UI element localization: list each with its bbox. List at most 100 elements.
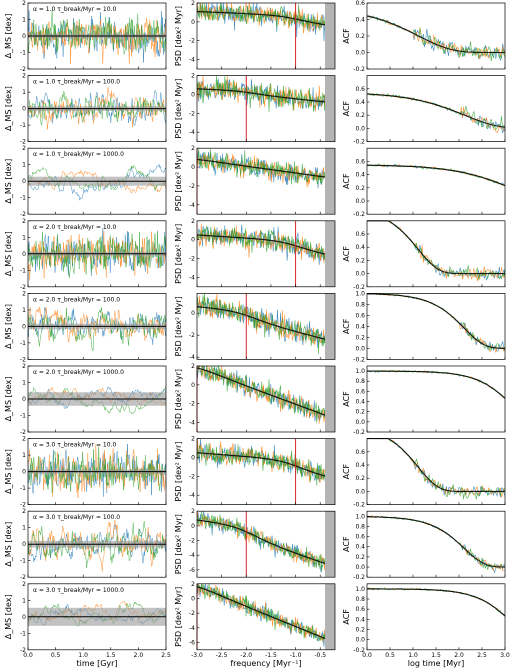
acf-y-tick-label: 0.4: [355, 172, 365, 179]
acf-series-line: [366, 293, 506, 352]
acf-series-line: [366, 369, 506, 400]
acf-model-line: [366, 15, 505, 54]
psd-y-tick-label: 0: [191, 19, 195, 26]
psd-y-tick-label: 0: [191, 595, 195, 602]
psd-series-line: [196, 223, 331, 264]
time-x-tick-label: 1.0: [78, 652, 88, 659]
acf-y-tick-label: 0.8: [355, 523, 365, 530]
time-y-tick-label: -2: [20, 356, 26, 363]
time-y-tick-label: -1: [20, 267, 26, 274]
psd-y-tick-label: -4: [189, 57, 195, 64]
time-x-tick-label: 0.0: [23, 652, 33, 659]
acf-panel: [366, 15, 506, 62]
acf-series-line: [366, 15, 506, 61]
acf-panel: [366, 293, 506, 353]
psd-panel: [196, 75, 335, 142]
acf-y-tick-label: 0.6: [355, 534, 365, 541]
time-y-tick-label: 2: [22, 290, 26, 297]
nyquist-region: [325, 366, 335, 432]
psd-y-tick-label: -4: [189, 129, 195, 136]
acf-x-tick-label: 1.5: [431, 652, 441, 659]
psd-series-line: [196, 293, 331, 354]
time-ylabel: Δ_MS [dex]: [4, 594, 13, 639]
time-series-line: [27, 306, 167, 343]
acf-model-line: [366, 93, 506, 128]
acf-panel: [366, 587, 506, 617]
row-parameter-label: α = 2.0 τ_break/Myr = 1000.0: [33, 369, 124, 376]
acf-y-tick-label: 0.2: [355, 554, 365, 561]
psd-x-tick-label: -3.0: [191, 652, 203, 659]
psd-model-line: [196, 10, 330, 26]
acf-series-line: [367, 220, 506, 280]
time-panel: [27, 306, 167, 352]
time-y-tick-label: 1: [22, 234, 26, 241]
time-ylabel: Δ_MS [dex]: [4, 377, 13, 422]
acf-y-tick-label: 0.6: [355, 312, 365, 319]
psd-ylabel: PSD [dex² Myr]: [174, 224, 183, 284]
acf-ylabel: ACF: [342, 609, 351, 625]
time-series-line: [27, 519, 167, 572]
psd-ylabel: PSD [dex² Myr]: [174, 6, 183, 66]
row-parameter-label: α = 1.0 τ_break/Myr = 100.0: [33, 79, 120, 86]
psd-y-tick-label: 0: [191, 91, 195, 98]
acf-model-line: [366, 293, 505, 349]
acf-y-tick-label: 0.0: [355, 198, 365, 205]
acf-series-line: [366, 587, 506, 617]
psd-axes-frame: [196, 583, 336, 651]
acf-series-line: [366, 93, 506, 134]
row-parameter-label: α = 1.0 τ_break/Myr = 10.0: [33, 6, 116, 13]
psd-y-tick-label: -4: [189, 202, 195, 209]
psd-axes-frame: [196, 293, 336, 360]
psd-model-line: [196, 519, 330, 566]
time-series-line: [27, 524, 167, 564]
psd-panel: [196, 220, 335, 287]
acf-x-tick-label: 1.0: [408, 652, 418, 659]
psd-y-tick-label: -4: [189, 552, 195, 559]
time-y-tick-label: 0: [22, 251, 26, 258]
psd-y-tick-label: -2: [189, 38, 195, 45]
acf-panel: [366, 163, 506, 187]
psd-ylabel: PSD [dex² Myr]: [174, 79, 183, 139]
psd-y-tick-label: 2: [191, 73, 195, 80]
acf-y-tick-label: 0.4: [355, 544, 365, 551]
time-ylabel: Δ_MS [dex]: [4, 159, 13, 204]
time-y-tick-label: 2: [22, 73, 26, 80]
acf-xlabel: log time [Myr]: [408, 659, 465, 668]
acf-model-line: [367, 370, 506, 399]
time-y-tick-label: 1: [22, 380, 26, 387]
acf-axes-frame: [366, 510, 506, 578]
time-panel: [27, 600, 167, 627]
acf-axes-frame: [366, 438, 506, 505]
time-y-tick-label: 1: [22, 17, 26, 24]
psd-y-tick-label: -2: [189, 473, 195, 480]
psd-y-tick-label: -4: [189, 625, 195, 632]
time-panel: [27, 9, 167, 65]
time-panel: [27, 164, 167, 201]
time-ylabel: Δ_MS [dex]: [4, 449, 13, 494]
acf-x-tick-label: 3.0: [500, 652, 510, 659]
acf-y-tick-label: 0.4: [355, 616, 365, 623]
time-ylabel: Δ_MS [dex]: [4, 231, 13, 276]
psd-y-tick-label: 2: [191, 0, 195, 7]
psd-series-line: [196, 582, 331, 646]
psd-ylabel: PSD [dex² Myr]: [174, 514, 183, 574]
time-y-tick-label: -2: [20, 502, 26, 509]
psd-series-line: [196, 2, 331, 32]
psd-y-tick-label: -2: [189, 332, 195, 339]
psd-y-tick-label: 0: [191, 454, 195, 461]
psd-panel: [196, 365, 335, 432]
acf-y-tick-label: 0.4: [355, 399, 365, 406]
time-y-tick-label: 2: [22, 581, 26, 588]
acf-series-line: [367, 220, 506, 281]
row-parameter-label: α = 3.0 τ_break/Myr = 1000.0: [33, 587, 124, 594]
time-xlabel: time [Gyr]: [76, 659, 117, 668]
acf-axes-frame: [366, 293, 506, 360]
psd-model-line: [196, 88, 330, 103]
psd-model-line: [196, 306, 330, 341]
acf-y-tick-label: 0.2: [355, 257, 365, 264]
acf-x-tick-label: 2.5: [477, 652, 487, 659]
acf-y-tick-label: 0.0: [355, 564, 365, 571]
time-y-tick-label: -2: [20, 647, 26, 654]
psd-y-tick-label: -2: [189, 110, 195, 117]
psd-y-tick-label: 2: [191, 218, 195, 225]
